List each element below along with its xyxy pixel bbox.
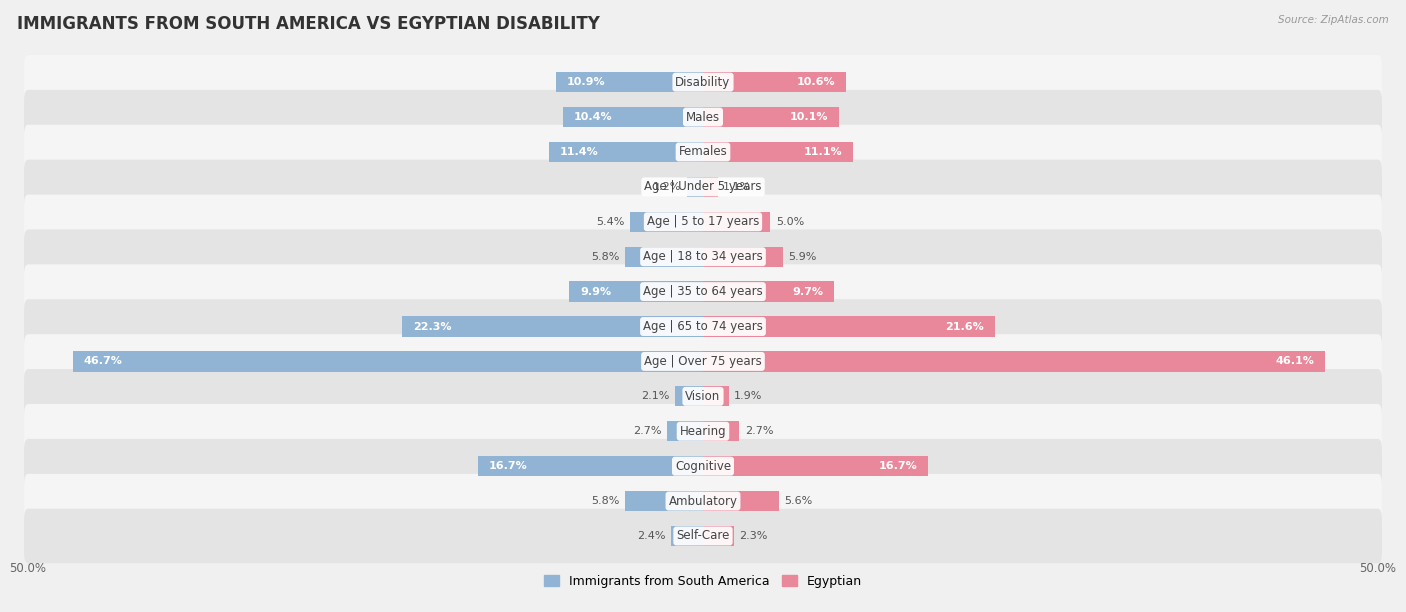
- Text: 21.6%: 21.6%: [945, 321, 984, 332]
- Bar: [550, 142, 703, 162]
- Text: 10.4%: 10.4%: [574, 112, 612, 122]
- Text: 16.7%: 16.7%: [879, 461, 918, 471]
- FancyBboxPatch shape: [24, 509, 1382, 563]
- Bar: [630, 212, 703, 232]
- Text: 1.1%: 1.1%: [723, 182, 751, 192]
- Bar: [703, 386, 728, 406]
- Bar: [478, 456, 703, 476]
- Bar: [624, 247, 703, 267]
- Text: Disability: Disability: [675, 76, 731, 89]
- Text: Age | 5 to 17 years: Age | 5 to 17 years: [647, 215, 759, 228]
- Text: Age | Under 5 years: Age | Under 5 years: [644, 181, 762, 193]
- FancyBboxPatch shape: [24, 264, 1382, 319]
- Text: 2.1%: 2.1%: [641, 391, 669, 401]
- Text: 9.9%: 9.9%: [581, 286, 612, 297]
- Text: 5.4%: 5.4%: [596, 217, 624, 227]
- Bar: [624, 491, 703, 511]
- Text: 5.0%: 5.0%: [776, 217, 804, 227]
- FancyBboxPatch shape: [24, 160, 1382, 214]
- Text: 46.1%: 46.1%: [1275, 356, 1315, 367]
- FancyBboxPatch shape: [24, 299, 1382, 354]
- Bar: [703, 456, 928, 476]
- Bar: [671, 526, 703, 546]
- Bar: [73, 351, 703, 371]
- Text: 10.9%: 10.9%: [567, 77, 606, 87]
- Text: 2.4%: 2.4%: [637, 531, 665, 541]
- Text: Source: ZipAtlas.com: Source: ZipAtlas.com: [1278, 15, 1389, 25]
- FancyBboxPatch shape: [24, 125, 1382, 179]
- Bar: [666, 421, 703, 441]
- FancyBboxPatch shape: [24, 195, 1382, 249]
- Text: 46.7%: 46.7%: [83, 356, 122, 367]
- Bar: [402, 316, 703, 337]
- Bar: [703, 282, 834, 302]
- Bar: [675, 386, 703, 406]
- Bar: [703, 107, 839, 127]
- Text: Hearing: Hearing: [679, 425, 727, 438]
- Text: 2.7%: 2.7%: [745, 426, 773, 436]
- FancyBboxPatch shape: [24, 439, 1382, 493]
- Text: 5.8%: 5.8%: [591, 252, 619, 262]
- Text: 9.7%: 9.7%: [792, 286, 823, 297]
- Bar: [703, 316, 994, 337]
- Text: 16.7%: 16.7%: [488, 461, 527, 471]
- Text: Age | 65 to 74 years: Age | 65 to 74 years: [643, 320, 763, 333]
- Text: 10.1%: 10.1%: [790, 112, 828, 122]
- Bar: [703, 212, 770, 232]
- Bar: [703, 491, 779, 511]
- Bar: [686, 177, 703, 197]
- Text: Cognitive: Cognitive: [675, 460, 731, 472]
- FancyBboxPatch shape: [24, 55, 1382, 110]
- Text: 1.2%: 1.2%: [652, 182, 682, 192]
- FancyBboxPatch shape: [24, 369, 1382, 424]
- Text: 5.8%: 5.8%: [591, 496, 619, 506]
- FancyBboxPatch shape: [24, 90, 1382, 144]
- Text: 5.6%: 5.6%: [785, 496, 813, 506]
- Bar: [703, 247, 783, 267]
- Bar: [562, 107, 703, 127]
- Text: Self-Care: Self-Care: [676, 529, 730, 542]
- Text: Vision: Vision: [685, 390, 721, 403]
- Text: Males: Males: [686, 111, 720, 124]
- Bar: [703, 177, 718, 197]
- Bar: [569, 282, 703, 302]
- Text: 2.7%: 2.7%: [633, 426, 661, 436]
- FancyBboxPatch shape: [24, 230, 1382, 284]
- Text: Age | 35 to 64 years: Age | 35 to 64 years: [643, 285, 763, 298]
- Text: 11.4%: 11.4%: [560, 147, 599, 157]
- FancyBboxPatch shape: [24, 334, 1382, 389]
- Text: 11.1%: 11.1%: [803, 147, 842, 157]
- Text: 22.3%: 22.3%: [413, 321, 451, 332]
- Text: 5.9%: 5.9%: [787, 252, 817, 262]
- Text: Age | Over 75 years: Age | Over 75 years: [644, 355, 762, 368]
- Text: 1.9%: 1.9%: [734, 391, 762, 401]
- Bar: [555, 72, 703, 92]
- Text: 2.3%: 2.3%: [740, 531, 768, 541]
- Text: Ambulatory: Ambulatory: [668, 494, 738, 507]
- Bar: [703, 351, 1326, 371]
- Text: 10.6%: 10.6%: [797, 77, 835, 87]
- Text: Age | 18 to 34 years: Age | 18 to 34 years: [643, 250, 763, 263]
- Text: IMMIGRANTS FROM SOUTH AMERICA VS EGYPTIAN DISABILITY: IMMIGRANTS FROM SOUTH AMERICA VS EGYPTIA…: [17, 15, 600, 33]
- FancyBboxPatch shape: [24, 474, 1382, 528]
- Bar: [703, 526, 734, 546]
- Text: Females: Females: [679, 146, 727, 159]
- Bar: [703, 72, 846, 92]
- Bar: [703, 142, 853, 162]
- FancyBboxPatch shape: [24, 404, 1382, 458]
- Legend: Immigrants from South America, Egyptian: Immigrants from South America, Egyptian: [538, 570, 868, 593]
- Bar: [703, 421, 740, 441]
